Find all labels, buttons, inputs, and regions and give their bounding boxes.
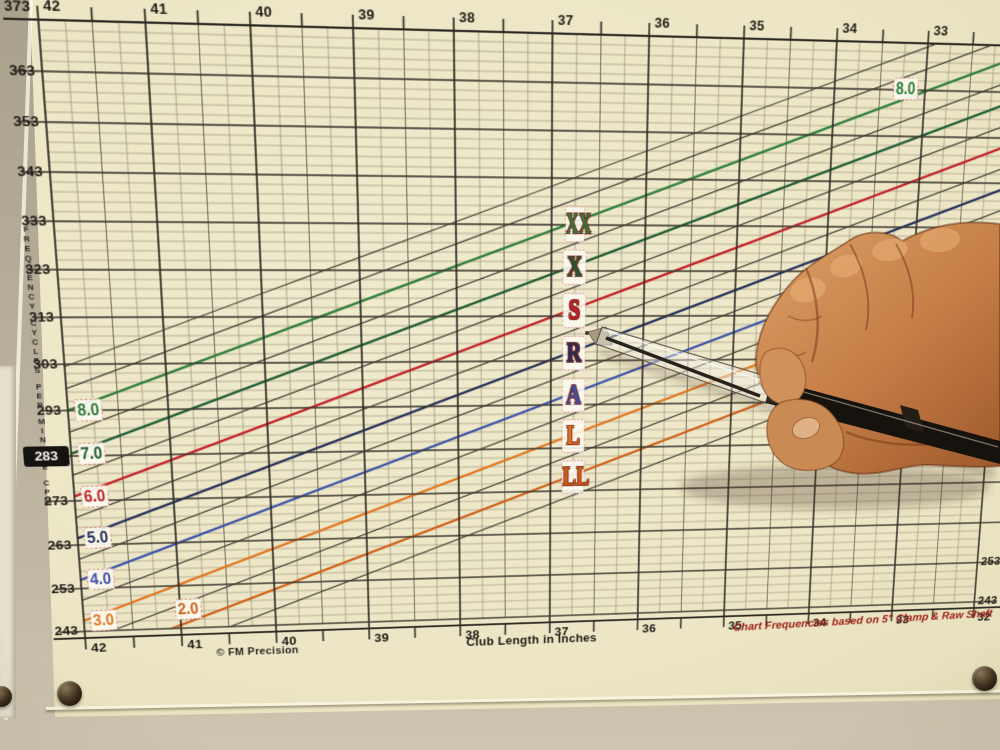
frequency-chart: FREQUENCYCYCLESPERMINUTECPM 283 © FM Pre… <box>0 0 1000 721</box>
pen-rear-highlight <box>771 382 999 448</box>
thumb-nail <box>791 416 821 440</box>
major-grid <box>2 5 1000 651</box>
adjacent-panel-sliver <box>0 366 16 718</box>
pen-barrel-highlight <box>603 329 767 383</box>
pen-ink-tube <box>605 336 761 398</box>
pushpin-bottom-right <box>972 666 997 691</box>
pushpin-bottom-left <box>57 681 82 706</box>
pen-black-rear <box>766 379 1000 464</box>
thumb <box>766 398 845 472</box>
chart-grid <box>0 0 1000 721</box>
bottom-ruler-tick <box>84 637 87 650</box>
pen-clip-step <box>900 405 924 432</box>
pen-ball-point <box>585 331 589 335</box>
pen-metal-tip <box>587 326 613 346</box>
pushpin-side-panel <box>0 686 12 707</box>
knuckle-highlights <box>790 227 960 303</box>
